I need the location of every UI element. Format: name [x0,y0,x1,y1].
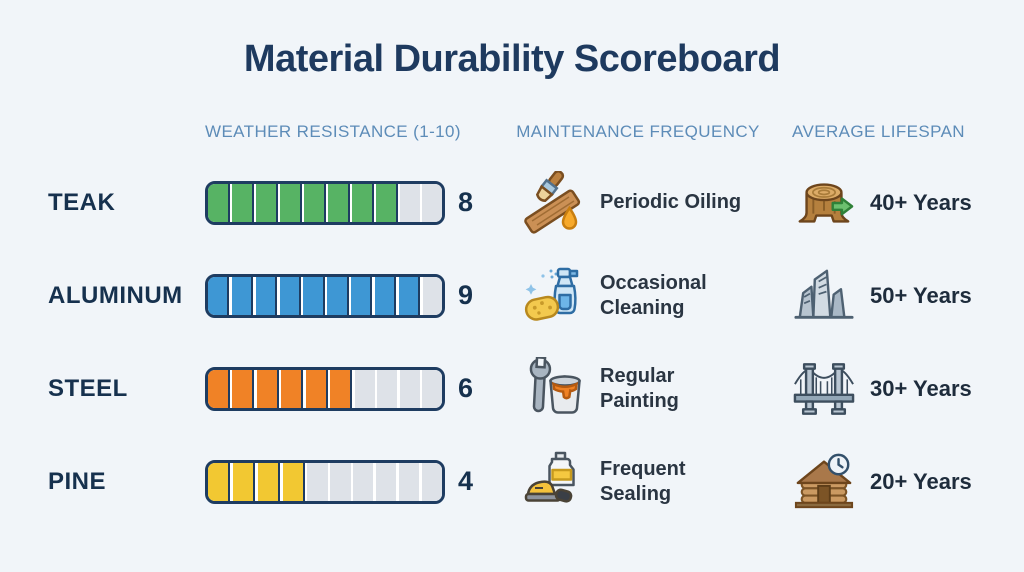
weather-resistance-bar-steel [205,366,445,411]
lifespan-label: 40+ Years [870,189,972,215]
lifespan-cell-steel: 30+ Years [785,342,1024,435]
wrench-paint-can-icon [529,356,581,414]
bar-segment-filled [256,183,278,222]
maintenance-label: Frequent Sealing [600,457,686,505]
bar-segment-empty [354,369,375,408]
weather-resistance-bar-aluminum [205,273,445,318]
bar-segment-empty [353,462,374,501]
score-value-aluminum: 9 [458,280,474,310]
bar-segment-filled [208,369,230,408]
paintbrush-oiling-icon [524,170,581,234]
tree-stump-icon [798,182,854,223]
bar-segment-filled [255,276,278,315]
maintenance-cell-steel: Regular Painting [515,342,785,435]
bar-segment-filled [303,276,325,315]
bar-segment-empty [398,462,420,501]
bar-segment-filled [232,462,256,501]
bar-segment-filled [352,183,374,222]
header-maintenance-frequency: MAINTENANCE FREQUENCY [516,122,760,141]
bar-segment-empty [422,183,442,222]
maintenance-label: Regular Painting [600,364,679,412]
bar-segment-filled [232,369,255,408]
weather-resistance-bar-pine [205,459,445,504]
bar-segment-filled [208,276,230,315]
bar-cell [205,342,445,435]
log-cabin-clock-icon [794,453,854,508]
bar-segment-filled [257,462,281,501]
bar-segment-filled [208,183,230,222]
bar-segment-filled [330,369,353,408]
material-label-pine: PINE [48,467,107,495]
bar-segment-empty [307,462,328,501]
weather-resistance-bar-teak [205,180,445,225]
bar-segment-filled [279,276,301,315]
column-headers: WEATHER RESISTANCE (1-10) MAINTENANCE FR… [0,108,1024,156]
material-label-aluminum: ALUMINUM [48,281,183,309]
lifespan-label: 20+ Years [870,468,972,494]
material-rows: TEAK 8 Periodic Oiling [0,156,1024,528]
bar-segment-filled [374,276,397,315]
maintenance-label: Periodic Oiling [600,191,742,213]
bar-segment-empty [422,276,442,315]
bar-segment-filled [351,276,373,315]
bar-cell [205,435,445,528]
material-label-steel: STEEL [48,374,128,402]
bar-segment-filled [305,369,328,408]
bar-segment-filled [398,276,421,315]
bar-segment-empty [330,462,351,501]
header-weather-resistance: WEATHER RESISTANCE (1-10) [205,122,461,141]
page-title: Material Durability Scoreboard [243,38,781,80]
lifespan-cell-pine: 20+ Years [785,435,1024,528]
score-value-steel: 6 [458,373,474,403]
bar-segment-empty [421,462,442,501]
bar-segment-empty [399,369,420,408]
bar-segment-filled [376,183,398,222]
bar-segment-filled [282,462,305,501]
bar-segment-filled [328,183,350,222]
maintenance-label: Occasional Cleaning [600,271,707,319]
bar-segment-filled [280,183,302,222]
bar-cell [205,249,445,342]
bar-segment-empty [422,369,442,408]
maintenance-cell-aluminum: Occasional Cleaning [515,249,785,342]
maintenance-cell-teak: Periodic Oiling [515,156,785,249]
score-value-teak: 8 [458,187,474,217]
bar-segment-filled [232,183,254,222]
bar-segment-filled [208,462,231,501]
lifespan-cell-teak: 40+ Years [785,156,1024,249]
lifespan-cell-aluminum: 50+ Years [785,249,1024,342]
bar-segment-empty [377,369,398,408]
score-value-pine: 4 [458,466,474,496]
material-label-teak: TEAK [48,188,116,216]
bar-segment-filled [231,276,254,315]
bar-segment-empty [375,462,397,501]
bar-cell [205,156,445,249]
bar-segment-empty [400,183,420,222]
maintenance-cell-pine: Frequent Sealing [515,435,785,528]
bar-segment-filled [304,183,326,222]
bridge-icon [793,362,855,415]
bar-segment-filled [256,369,279,408]
header-average-lifespan: AVERAGE LIFESPAN [792,122,965,141]
modern-building-icon [794,269,854,319]
lifespan-label: 30+ Years [870,375,972,401]
sponge-spray-cleaning-icon [524,267,579,321]
lifespan-label: 50+ Years [870,282,972,308]
sealant-sander-icon [524,451,575,503]
bar-segment-filled [281,369,304,408]
bar-segment-filled [327,276,349,315]
